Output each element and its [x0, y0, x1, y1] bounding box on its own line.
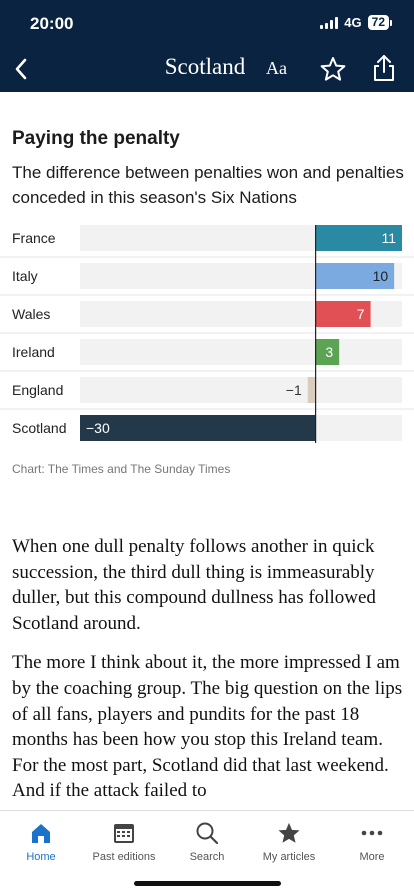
article-paragraph: The more I think about it, the more impr… — [12, 652, 403, 802]
value-label: 7 — [357, 306, 365, 322]
category-label: Scotland — [12, 420, 66, 436]
status-time: 20:00 — [30, 14, 74, 33]
chart-svg: France 11 Italy 10 Wales 7 Ireland 3 England −1 Sc… — [0, 225, 414, 443]
bar — [315, 225, 402, 251]
bookmark-button[interactable] — [320, 56, 346, 87]
bar — [80, 415, 316, 441]
tab-search[interactable]: Search — [166, 821, 248, 863]
bar — [315, 301, 371, 327]
chart-title: Paying the penalty — [12, 128, 180, 149]
font-size-button[interactable]: Aa — [266, 58, 287, 78]
value-label: −1 — [286, 382, 302, 398]
tab-more[interactable]: More — [331, 821, 413, 863]
category-label: Ireland — [12, 344, 55, 360]
chevron-left-icon — [15, 58, 27, 80]
battery-icon: 72 — [367, 15, 392, 30]
home-icon — [32, 824, 50, 843]
bar-chart: France 11 Italy 10 Wales 7 Ireland 3 England −1 Sc… — [0, 220, 414, 450]
battery-level: 72 — [367, 15, 389, 30]
tab-label: Past editions — [92, 851, 156, 863]
status-indicators: 4G 72 — [320, 15, 392, 30]
article-paragraph: When one dull penalty follows another in… — [12, 536, 376, 634]
signal-icon — [320, 16, 339, 29]
bar-track — [80, 377, 402, 403]
value-label: 3 — [325, 344, 333, 360]
article-body: When one dull penalty follows another in… — [12, 534, 404, 818]
home-indicator — [134, 881, 281, 886]
bar — [315, 263, 395, 289]
tab-label: More — [359, 851, 385, 863]
section-masthead: Scotland — [164, 54, 246, 79]
category-label: England — [12, 382, 63, 398]
category-label: Wales — [12, 306, 50, 322]
network-label: 4G — [344, 15, 362, 30]
bar — [315, 339, 340, 365]
search-icon — [196, 822, 219, 845]
chart-source: Chart: The Times and The Sunday Times — [12, 462, 231, 476]
star-icon — [320, 57, 346, 81]
bar — [307, 377, 316, 403]
chart-subtitle: The difference between penalties won and… — [12, 163, 404, 207]
category-label: France — [12, 230, 56, 246]
tab-label: Search — [189, 851, 225, 863]
tab-my-articles[interactable]: My articles — [248, 821, 330, 863]
star-icon — [278, 822, 300, 843]
bar-track — [80, 339, 402, 365]
share-icon — [374, 55, 394, 81]
more-icon — [361, 830, 383, 836]
category-label: Italy — [12, 268, 38, 284]
tab-home[interactable]: Home — [0, 821, 82, 863]
tab-label: Home — [26, 851, 56, 863]
share-button[interactable] — [372, 54, 396, 87]
calendar-icon — [114, 824, 134, 843]
value-label: 11 — [381, 230, 396, 246]
tab-past-editions[interactable]: Past editions — [83, 821, 165, 863]
app-header: 20:00 4G 72 Scotland Aa — [0, 0, 414, 92]
value-label: 10 — [373, 268, 389, 284]
back-button[interactable] — [8, 54, 34, 84]
tab-label: My articles — [262, 851, 316, 863]
value-label: −30 — [86, 420, 110, 436]
